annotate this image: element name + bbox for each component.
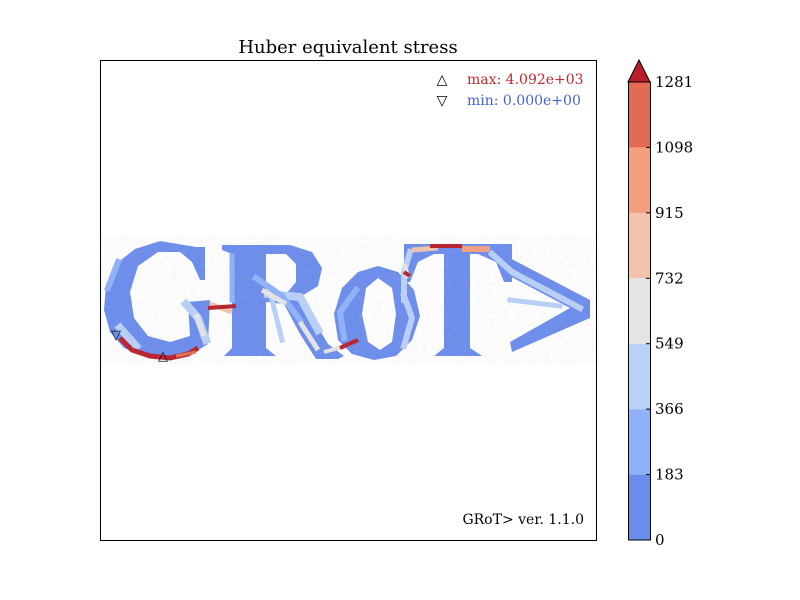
legend-max-symbol: △	[437, 72, 448, 88]
colorbar-tick-label: 732	[655, 269, 684, 287]
colorbar: 0 183 366 549 732 915 1098 1281	[627, 58, 693, 549]
colorbar-tick-label: 549	[655, 335, 684, 353]
colorbar-extend-max	[627, 58, 651, 83]
colorbar-band	[628, 474, 650, 540]
legend-min-symbol: ▽	[437, 93, 448, 109]
legend-min-label: min: 0.000e+00	[467, 93, 581, 109]
colorbar-band	[628, 278, 650, 344]
chart-title: Huber equivalent stress	[238, 37, 457, 58]
colorbar-band	[628, 147, 650, 213]
colorbar-tick-label: 915	[655, 204, 684, 222]
legend: △ max: 4.092e+03 ▽ min: 0.000e+00	[437, 72, 584, 109]
colorbar-tick-label: 1281	[655, 73, 693, 91]
colorbar-band	[628, 82, 650, 148]
heatmap-field: ▽ △	[101, 235, 596, 365]
colorbar-tick-label: 0	[655, 531, 665, 549]
colorbar-tick-label: 183	[655, 466, 684, 484]
colorbar-band	[628, 212, 650, 279]
colorbar-band	[628, 343, 650, 410]
colorbar-tick-label: 1098	[655, 138, 693, 156]
version-credit: GRoT> ver. 1.1.0	[462, 512, 584, 528]
legend-max-label: max: 4.092e+03	[467, 72, 584, 88]
colorbar-tick-label: 366	[655, 400, 684, 418]
colorbar-outline	[628, 81, 651, 541]
colorbar-band	[628, 409, 650, 475]
